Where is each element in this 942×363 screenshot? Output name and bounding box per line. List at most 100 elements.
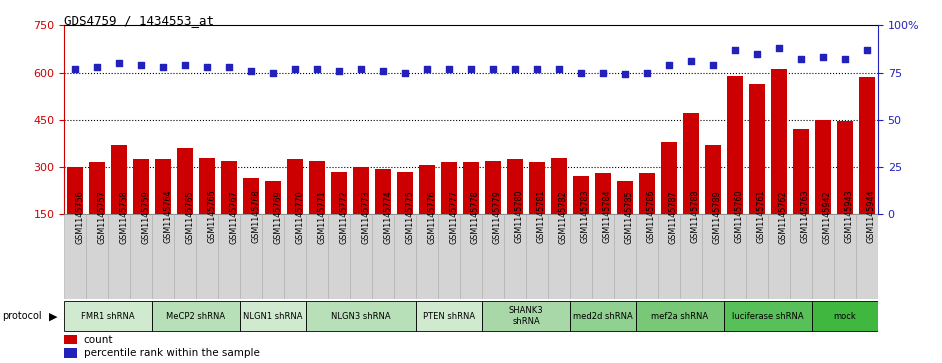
Bar [617, 181, 633, 261]
Bar [724, 301, 812, 331]
Point [508, 66, 523, 72]
Text: SHANK3
shRNA: SHANK3 shRNA [509, 306, 544, 326]
Point [485, 66, 500, 72]
Text: GSM1145767: GSM1145767 [229, 190, 238, 244]
Text: FMR1 shRNA: FMR1 shRNA [81, 312, 135, 321]
Bar [64, 335, 77, 344]
Point [177, 62, 192, 68]
Text: GSM1145789: GSM1145789 [713, 190, 722, 244]
Point [727, 47, 742, 53]
Bar [332, 172, 347, 261]
Bar [485, 161, 501, 261]
Text: GSM1145780: GSM1145780 [515, 190, 524, 244]
Point [266, 70, 281, 76]
Bar [812, 301, 878, 331]
Bar [482, 301, 570, 331]
Point [793, 57, 808, 62]
Bar [746, 214, 768, 299]
Point [595, 70, 610, 76]
Bar [266, 181, 281, 261]
Point [134, 62, 149, 68]
Point [376, 68, 391, 74]
Text: NLGN3 shRNA: NLGN3 shRNA [332, 312, 391, 321]
Bar [155, 159, 171, 261]
Text: GSM1145777: GSM1145777 [449, 190, 458, 244]
Bar [570, 214, 592, 299]
Bar [661, 142, 676, 261]
Point [332, 68, 347, 74]
Point [551, 66, 566, 72]
Bar [152, 214, 174, 299]
Bar [460, 214, 482, 299]
Bar [790, 214, 812, 299]
Bar [200, 158, 215, 261]
Text: GSM1145788: GSM1145788 [691, 190, 700, 244]
Bar [706, 145, 721, 261]
Text: GSM1145766: GSM1145766 [207, 190, 216, 244]
Bar [749, 83, 765, 261]
Bar [636, 301, 724, 331]
Bar [350, 214, 372, 299]
Text: GSM1145774: GSM1145774 [383, 190, 392, 244]
Text: GSM1145764: GSM1145764 [163, 190, 172, 244]
Text: GSM1145785: GSM1145785 [625, 190, 634, 244]
Text: GSM1145768: GSM1145768 [251, 190, 260, 244]
Bar [108, 214, 130, 299]
Text: GSM1145756: GSM1145756 [75, 190, 84, 244]
Text: GSM1145758: GSM1145758 [119, 190, 128, 244]
Bar [548, 214, 570, 299]
Bar [551, 158, 567, 261]
Text: NLGN1 shRNA: NLGN1 shRNA [243, 312, 302, 321]
Bar [394, 214, 416, 299]
Bar [262, 214, 284, 299]
Text: GSM1145787: GSM1145787 [669, 190, 678, 244]
Bar [592, 214, 614, 299]
Text: mock: mock [834, 312, 856, 321]
Bar [658, 214, 680, 299]
Bar [680, 214, 702, 299]
Point [442, 66, 457, 72]
Point [837, 57, 853, 62]
Bar [86, 214, 108, 299]
Bar [595, 173, 610, 261]
Point [155, 64, 171, 70]
Text: GSM1145771: GSM1145771 [317, 190, 326, 244]
Text: GSM1145944: GSM1145944 [867, 190, 876, 244]
Bar [419, 166, 434, 261]
Bar [482, 214, 504, 299]
Bar [504, 214, 526, 299]
Bar [508, 159, 523, 261]
Bar [574, 176, 589, 261]
Bar [463, 162, 479, 261]
Point [111, 60, 126, 66]
Point [617, 72, 632, 77]
Bar [306, 214, 328, 299]
Bar [815, 120, 831, 261]
Text: count: count [84, 335, 113, 345]
Text: GDS4759 / 1434553_at: GDS4759 / 1434553_at [64, 15, 214, 28]
Text: mef2a shRNA: mef2a shRNA [652, 312, 708, 321]
Bar [218, 214, 240, 299]
Bar [243, 178, 259, 261]
Text: GSM1145773: GSM1145773 [361, 190, 370, 244]
Text: luciferase shRNA: luciferase shRNA [732, 312, 804, 321]
Bar [64, 301, 152, 331]
Bar [177, 148, 193, 261]
Bar [768, 214, 790, 299]
Bar [134, 159, 149, 261]
Point [89, 64, 105, 70]
Point [463, 66, 479, 72]
Text: GSM1145776: GSM1145776 [427, 190, 436, 244]
Text: ▶: ▶ [49, 311, 57, 321]
Bar [306, 301, 416, 331]
Point [200, 64, 215, 70]
Text: PTEN shRNA: PTEN shRNA [423, 312, 475, 321]
Bar [834, 214, 856, 299]
Bar [68, 167, 83, 261]
Point [684, 58, 699, 64]
Text: GSM1145942: GSM1145942 [823, 190, 832, 244]
Bar [702, 214, 724, 299]
Bar [240, 214, 262, 299]
Point [353, 66, 368, 72]
Bar [64, 348, 77, 358]
